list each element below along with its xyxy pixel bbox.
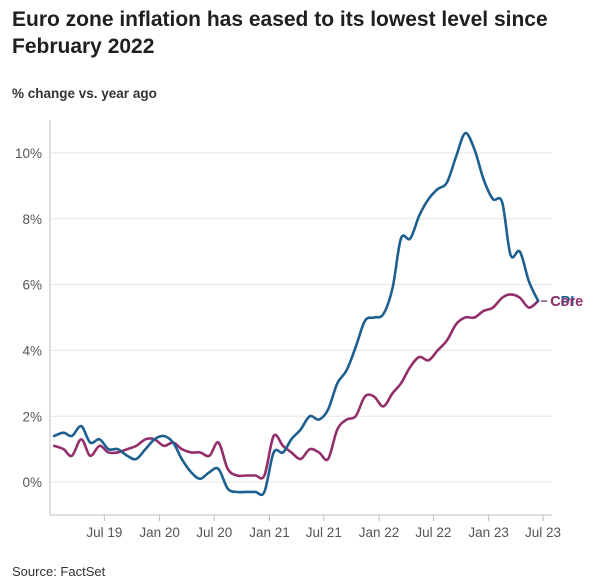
series-label-cpi: CPI (550, 294, 574, 310)
y-tick-label: 10% (15, 146, 42, 161)
x-tick-label: Jul 21 (306, 525, 342, 540)
series-line-cpi (52, 131, 540, 497)
x-tick-label: Jan 23 (468, 525, 509, 540)
series-line-core (52, 293, 540, 480)
y-tick-label: 4% (22, 343, 42, 358)
chart-subtitle: % change vs. year ago (12, 86, 157, 101)
source-note: Source: FactSet (12, 564, 106, 579)
series-lines (52, 131, 540, 497)
y-tick-label: 8% (22, 212, 42, 227)
y-tick-label: 0% (22, 475, 42, 490)
x-tick-label: Jul 23 (525, 525, 561, 540)
x-tick-label: Jan 20 (139, 525, 180, 540)
x-tick-label: Jan 22 (359, 525, 400, 540)
y-tick-label: 6% (22, 278, 42, 293)
chart-title: Euro zone inflation has eased to its low… (12, 8, 548, 58)
x-tick-label: Jul 20 (196, 525, 232, 540)
series-label-core: Core (550, 294, 583, 310)
x-tick-label: Jul 22 (415, 525, 451, 540)
y-tick-label: 2% (22, 409, 42, 424)
axes: 0% 2% 4% 6% 8% 10% Jul 19 Jan 20 Jul 20 Jan 21 Jul… (15, 120, 561, 540)
x-tick-label: Jan 21 (249, 525, 290, 540)
gridlines (50, 152, 552, 483)
x-tick-label: Jul 19 (86, 525, 122, 540)
